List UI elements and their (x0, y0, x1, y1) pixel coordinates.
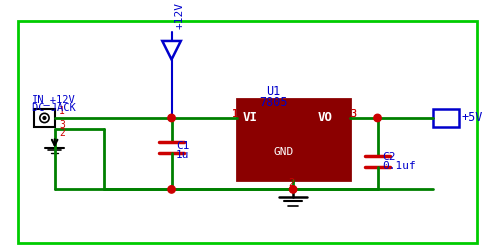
Circle shape (374, 114, 381, 122)
Circle shape (168, 114, 175, 122)
Text: +12V: +12V (174, 2, 184, 29)
Text: VO: VO (317, 111, 332, 124)
Text: C1: C1 (176, 141, 190, 151)
Bar (236, 99, 350, 180)
Text: C2: C2 (382, 152, 396, 162)
Text: 1: 1 (60, 106, 65, 116)
Circle shape (168, 186, 175, 193)
Text: 1u: 1u (176, 150, 190, 160)
Text: 0.1uf: 0.1uf (382, 161, 416, 171)
Text: 7805: 7805 (260, 96, 288, 109)
Text: 3: 3 (350, 109, 357, 119)
Text: 3: 3 (350, 109, 356, 119)
Bar (34, 109, 54, 127)
Text: 2: 2 (288, 178, 294, 188)
Text: 1: 1 (232, 109, 237, 119)
Text: 2: 2 (60, 128, 65, 138)
Text: DC JACK: DC JACK (32, 103, 76, 113)
Text: 3: 3 (60, 120, 65, 130)
Text: GND: GND (274, 147, 294, 157)
Text: IN_+12V: IN_+12V (32, 94, 76, 105)
Text: U1: U1 (266, 85, 280, 98)
Circle shape (290, 186, 297, 193)
Text: 1: 1 (232, 109, 238, 119)
Bar (433, 109, 459, 127)
Circle shape (43, 117, 46, 119)
Text: +5V: +5V (461, 111, 482, 124)
Text: VI: VI (243, 111, 258, 124)
